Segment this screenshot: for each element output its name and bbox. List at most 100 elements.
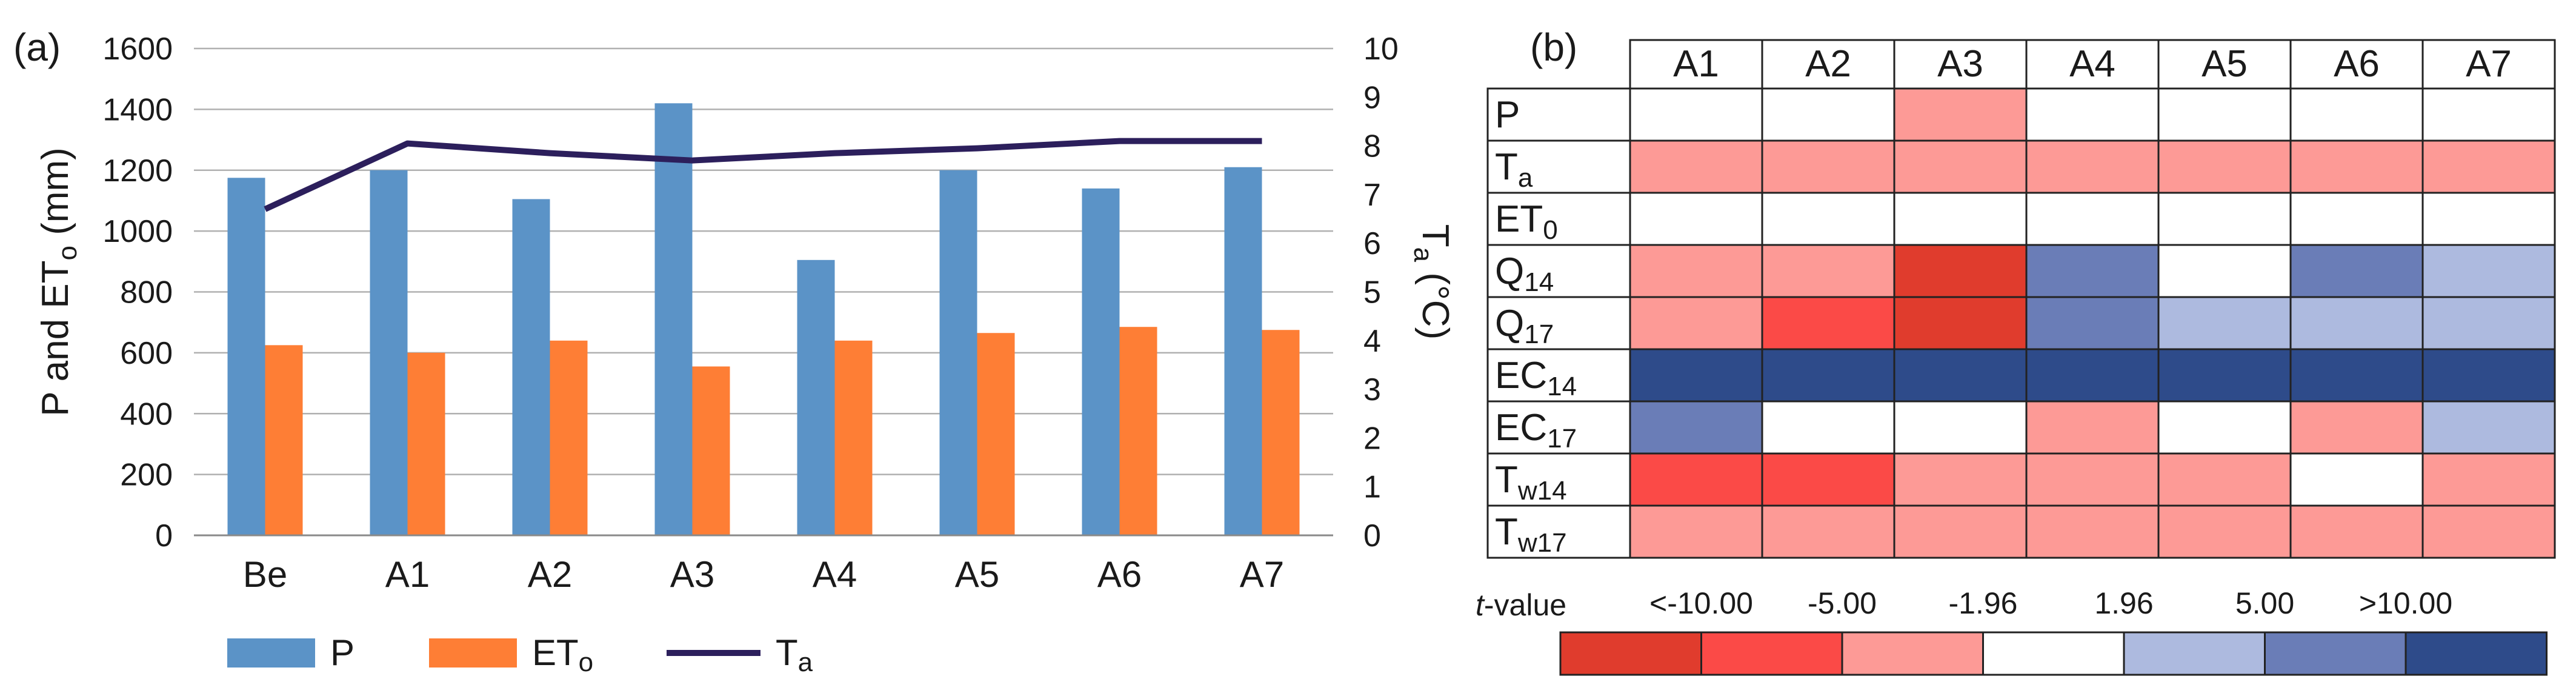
heatmap-cell	[1893, 87, 2028, 142]
heatmap-cell	[2421, 87, 2556, 142]
bar-eto-a4	[834, 340, 873, 535]
heatmap-cell	[2157, 192, 2292, 246]
column-header-cell	[2157, 39, 2292, 90]
right-tick-label: 7	[1363, 178, 1381, 213]
heatmap-cell	[1761, 87, 1895, 142]
heatmap-cell	[2157, 139, 2292, 194]
heatmap-cell	[1761, 244, 1895, 298]
column-headers: A1 A2 A3 A4 A5 A6 A7	[1629, 39, 2556, 90]
column-header-cell	[1761, 39, 1895, 90]
category-labels: Be A1 A2 A3 A4 A5 A6 A7	[243, 554, 1284, 595]
legend-ta-label: Ta	[776, 632, 813, 677]
row-header-cell	[1486, 348, 1631, 403]
bar-eto-a2	[550, 340, 588, 535]
category-label: A5	[955, 554, 999, 595]
right-tick-label: 9	[1363, 80, 1381, 115]
heatmap-cell	[2289, 348, 2424, 403]
bar-p-a7	[1224, 167, 1262, 535]
scale-swatch	[1982, 631, 2125, 676]
row-header-tw17: Tw17	[1495, 511, 1567, 558]
heatmap-cell	[1629, 192, 1763, 246]
right-axis-ticks: 0 1 2 3 4 5 6 7 8 9 10	[1363, 32, 1399, 554]
heatmap-cell	[1761, 192, 1895, 246]
heatmap-cell	[1761, 400, 1895, 455]
scale-boxes	[1559, 631, 2548, 676]
bar-eto-a6	[1119, 327, 1157, 535]
heatmap-cell	[2025, 504, 2160, 559]
legend-p-label: P	[330, 632, 354, 673]
bars	[227, 103, 1300, 536]
scale-swatch	[1700, 631, 1843, 676]
row-header-q17: Q17	[1495, 303, 1554, 349]
panel-b: (b) A1 A2 A3 A4 A5 A6 A7 P Ta ET0 Q14 Q17 EC14 EC17 T…	[1476, 25, 2556, 676]
heatmap-cell	[1893, 504, 2028, 559]
heatmap-cell	[1761, 296, 1895, 350]
heatmap-cell	[2289, 452, 2424, 507]
heatmap-cell	[2025, 400, 2160, 455]
heatmap-cell	[2421, 244, 2556, 298]
scale-swatch	[1841, 631, 1984, 676]
left-tick-label: 600	[120, 336, 173, 371]
column-header-cell	[1629, 39, 1763, 90]
column-header-a7: A7	[2466, 43, 2512, 85]
heatmap-cell	[1629, 244, 1763, 298]
left-tick-label: 1600	[102, 32, 173, 67]
bar-p-a5	[939, 170, 977, 535]
legend-eto-swatch	[429, 638, 517, 668]
bar-eto-be	[265, 345, 303, 535]
scale-swatch	[2264, 631, 2407, 676]
right-tick-label: 0	[1363, 518, 1381, 554]
heatmap-cell	[2421, 348, 2556, 403]
scale-label: -5.00	[1808, 586, 1877, 620]
heatmap-cell	[1893, 244, 2028, 298]
heatmap-cell	[2157, 400, 2292, 455]
row-header-tw14: Tw14	[1495, 459, 1567, 506]
left-tick-label: 1200	[102, 153, 173, 189]
heatmap-cell	[1761, 139, 1895, 194]
heatmap-cell	[2421, 504, 2556, 559]
scale-label: 5.00	[2235, 586, 2294, 620]
scale-swatch	[2405, 631, 2548, 676]
panel-a: (a) 0 200 400 600 800 1000 1200 1400 1600 0 1 2 3 4 5…	[13, 25, 1456, 677]
heatmap-cell	[2025, 192, 2160, 246]
legend-eto-label: ETo	[532, 632, 593, 677]
row-header-ec14: EC14	[1495, 355, 1577, 401]
heatmap-cells	[1629, 87, 2556, 559]
heatmap-cell	[1629, 296, 1763, 350]
bar-p-a1	[370, 170, 408, 535]
heatmap-cell	[2289, 87, 2424, 142]
heatmap-cell	[1761, 452, 1895, 507]
scale-labels: <-10.00 -5.00 -1.96 1.96 5.00 >10.00	[1649, 586, 2452, 620]
right-tick-label: 5	[1363, 275, 1381, 310]
left-tick-label: 200	[120, 458, 173, 493]
heatmap-cell	[2289, 400, 2424, 455]
heatmap-cell	[2025, 452, 2160, 507]
row-header-cell	[1486, 139, 1631, 194]
column-header-a6: A6	[2334, 43, 2380, 85]
right-tick-label: 10	[1363, 32, 1399, 67]
left-tick-label: 1000	[102, 214, 173, 249]
left-axis-ticks: 0 200 400 600 800 1000 1200 1400 1600	[102, 32, 173, 554]
panel-a-label: (a)	[13, 25, 61, 69]
gridlines	[194, 47, 1333, 475]
column-header-a2: A2	[1805, 43, 1851, 85]
heatmap-cell	[2289, 192, 2424, 246]
left-tick-label: 0	[155, 518, 173, 554]
heatmap-cell	[1629, 348, 1763, 403]
heatmap-cell	[2421, 452, 2556, 507]
legend-p-swatch	[227, 638, 315, 668]
heatmap-cell	[1629, 504, 1763, 559]
right-axis-title: Ta (°C)	[1408, 224, 1456, 340]
row-header-cell	[1486, 296, 1631, 350]
heatmap-cell	[2289, 296, 2424, 350]
heatmap-cell	[2025, 348, 2160, 403]
heatmap-cell	[2157, 296, 2292, 350]
heatmap-cell	[1629, 452, 1763, 507]
category-label: A3	[670, 554, 714, 595]
heatmap-cell	[2157, 452, 2292, 507]
bar-eto-a3	[692, 366, 730, 535]
panel-b-label: (b)	[1530, 25, 1577, 69]
bar-eto-a7	[1262, 330, 1300, 535]
row-header-cell	[1486, 244, 1631, 298]
